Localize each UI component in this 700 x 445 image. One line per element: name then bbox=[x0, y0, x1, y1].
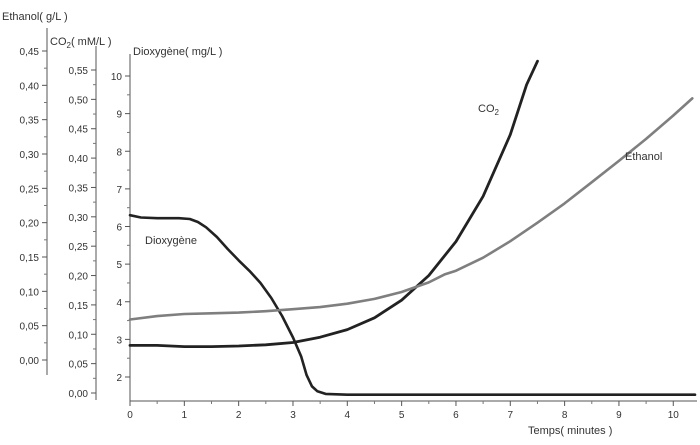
co2-tick-label: 0,00 bbox=[69, 389, 89, 400]
co2-axis-title: CO2( mM/L ) bbox=[50, 36, 111, 50]
ethanol-tick-label: 0,30 bbox=[20, 150, 40, 161]
x-tick-label: 8 bbox=[562, 410, 568, 421]
x-tick-label: 0 bbox=[127, 410, 133, 421]
co2-tick-label: 0,05 bbox=[69, 360, 89, 371]
ethanol-tick-label: 0,45 bbox=[20, 47, 40, 58]
co2-axis-title-unit: ( mM/L ) bbox=[71, 36, 112, 48]
oxygen-tick-label: 2 bbox=[116, 373, 122, 384]
oxygen-series-line bbox=[128, 213, 697, 396]
ethanol-tick-label: 0,35 bbox=[20, 116, 40, 127]
co2-tick-label: 0,55 bbox=[69, 66, 89, 77]
ethanol-series-line bbox=[128, 97, 694, 321]
ethanol-tick-label: 0,20 bbox=[20, 219, 40, 230]
oxygen-tick-label: 4 bbox=[116, 298, 122, 309]
oxygen-tick-label: 8 bbox=[116, 147, 122, 158]
oxygen-tick-label: 6 bbox=[116, 223, 122, 234]
oxygen-tick-label: 10 bbox=[111, 72, 123, 83]
x-tick-label: 3 bbox=[290, 410, 296, 421]
co2-tick-label: 0,30 bbox=[69, 213, 89, 224]
co2-tick-label: 0,35 bbox=[69, 183, 89, 194]
co2-axis-title-main: CO bbox=[50, 36, 67, 48]
ethanol-tick-label: 0,40 bbox=[20, 81, 40, 92]
co2-tick-label: 0,50 bbox=[69, 95, 89, 106]
co2-tick-label: 0,25 bbox=[69, 242, 89, 253]
oxygen-tick-label: 3 bbox=[116, 335, 122, 346]
x-axis-title: Temps( minutes ) bbox=[528, 425, 612, 437]
oxygen-tick-label: 5 bbox=[116, 260, 122, 271]
x-tick-label: 6 bbox=[453, 410, 459, 421]
co2-series-label: CO2 bbox=[478, 103, 500, 117]
series-layer bbox=[128, 59, 697, 396]
co2-series-label-sub: 2 bbox=[495, 108, 500, 117]
co2-tick-label: 0,20 bbox=[69, 272, 89, 283]
co2-tick-label: 0,10 bbox=[69, 330, 89, 341]
ethanol-axis-title: Ethanol( g/L ) bbox=[2, 11, 68, 23]
x-tick-label: 7 bbox=[508, 410, 514, 421]
oxygen-tick-label: 9 bbox=[116, 110, 122, 121]
x-tick-label: 4 bbox=[345, 410, 351, 421]
x-tick-label: 5 bbox=[399, 410, 405, 421]
axes-layer: 0,00 0,05 0,10 0,15 0,20 0,25 0,30 0,35 0,40 0,45… bbox=[20, 28, 697, 421]
co2-series-line bbox=[128, 59, 539, 348]
co2-tick-label: 0,40 bbox=[69, 154, 89, 165]
x-tick-label: 10 bbox=[668, 410, 680, 421]
oxygen-axis-title: Dioxygène( mg/L ) bbox=[133, 46, 222, 58]
oxygen-series-label: Dioxygène bbox=[145, 235, 197, 247]
oxygen-tick-label: 7 bbox=[116, 185, 122, 196]
ethanol-tick-label: 0,05 bbox=[20, 322, 40, 333]
x-tick-label: 1 bbox=[182, 410, 188, 421]
ethanol-tick-label: 0,00 bbox=[20, 356, 40, 367]
ethanol-tick-label: 0,10 bbox=[20, 287, 40, 298]
x-tick-label: 9 bbox=[616, 410, 622, 421]
ethanol-tick-label: 0,15 bbox=[20, 253, 40, 264]
co2-series-label-main: CO bbox=[478, 103, 495, 115]
co2-tick-label: 0,15 bbox=[69, 301, 89, 312]
x-tick-label: 2 bbox=[236, 410, 242, 421]
ethanol-series-label: Ethanol bbox=[625, 151, 662, 163]
co2-tick-label: 0,45 bbox=[69, 125, 89, 136]
co2-axis-title-sub: 2 bbox=[67, 41, 72, 50]
ethanol-tick-label: 0,25 bbox=[20, 184, 40, 195]
